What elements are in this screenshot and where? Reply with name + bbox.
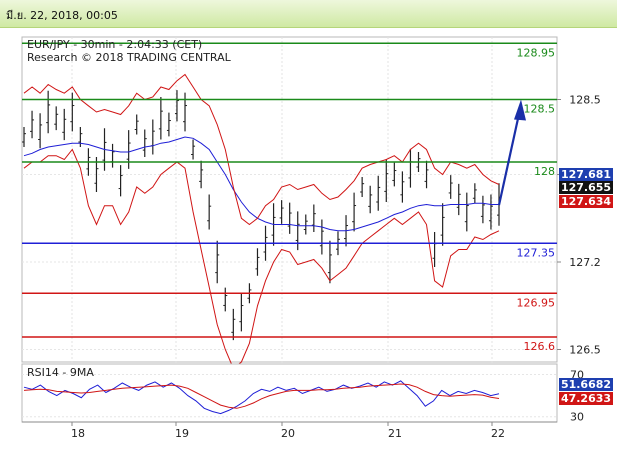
upper-band-line <box>23 73 500 226</box>
y-tick-label: 128.5 <box>569 94 601 107</box>
level-label: 126.6 <box>524 340 556 353</box>
price-tag <box>559 181 613 194</box>
main-plot-frame <box>21 36 558 363</box>
forecast-arrowhead <box>514 99 526 121</box>
x-tick-label: 20 <box>281 427 295 440</box>
price-tag-label: 127.634 <box>561 195 611 208</box>
y-tick-label: 127.2 <box>569 256 601 269</box>
rsi-ma-line <box>23 383 500 409</box>
level-label: 128 <box>534 165 555 178</box>
y-tick-label: 126.5 <box>569 344 601 357</box>
level-label: 128.95 <box>517 46 556 59</box>
chart-subtitle: Research © 2018 TRADING CENTRAL <box>27 51 232 64</box>
rsi-value-tag <box>559 392 613 405</box>
x-tick-label: 18 <box>71 427 85 440</box>
moving-average-line <box>23 136 499 232</box>
chart-title: EUR/JPY - 30min - 2:04:33 (CET) <box>27 38 202 51</box>
level-label: 126.95 <box>517 296 556 309</box>
rsi-title: RSI14 - 9MA <box>27 366 94 379</box>
price-tag-label: 127.681 <box>561 168 611 181</box>
forecast-arrow-line <box>497 109 522 206</box>
level-label: 128.5 <box>524 103 556 116</box>
date-header: มี.ย. 22, 2018, 00:05 <box>0 0 617 28</box>
x-tick-label: 19 <box>175 427 189 440</box>
x-tick-label: 21 <box>388 427 402 440</box>
price-tag-label: 127.655 <box>561 181 611 194</box>
header-timestamp: มี.ย. 22, 2018, 00:05 <box>6 9 118 22</box>
level-label: 127.35 <box>517 246 556 259</box>
rsi-value-tag <box>559 378 613 391</box>
price-tag <box>559 168 613 181</box>
rsi-line <box>23 380 500 415</box>
rsi-value-label: 51.6682 <box>561 378 611 391</box>
price-tag <box>559 195 613 208</box>
x-tick-label: 22 <box>491 427 505 440</box>
rsi-value-label: 47.2633 <box>561 392 611 405</box>
rsi-tick-label: 30 <box>570 411 584 424</box>
rsi-plot-frame <box>21 363 558 423</box>
